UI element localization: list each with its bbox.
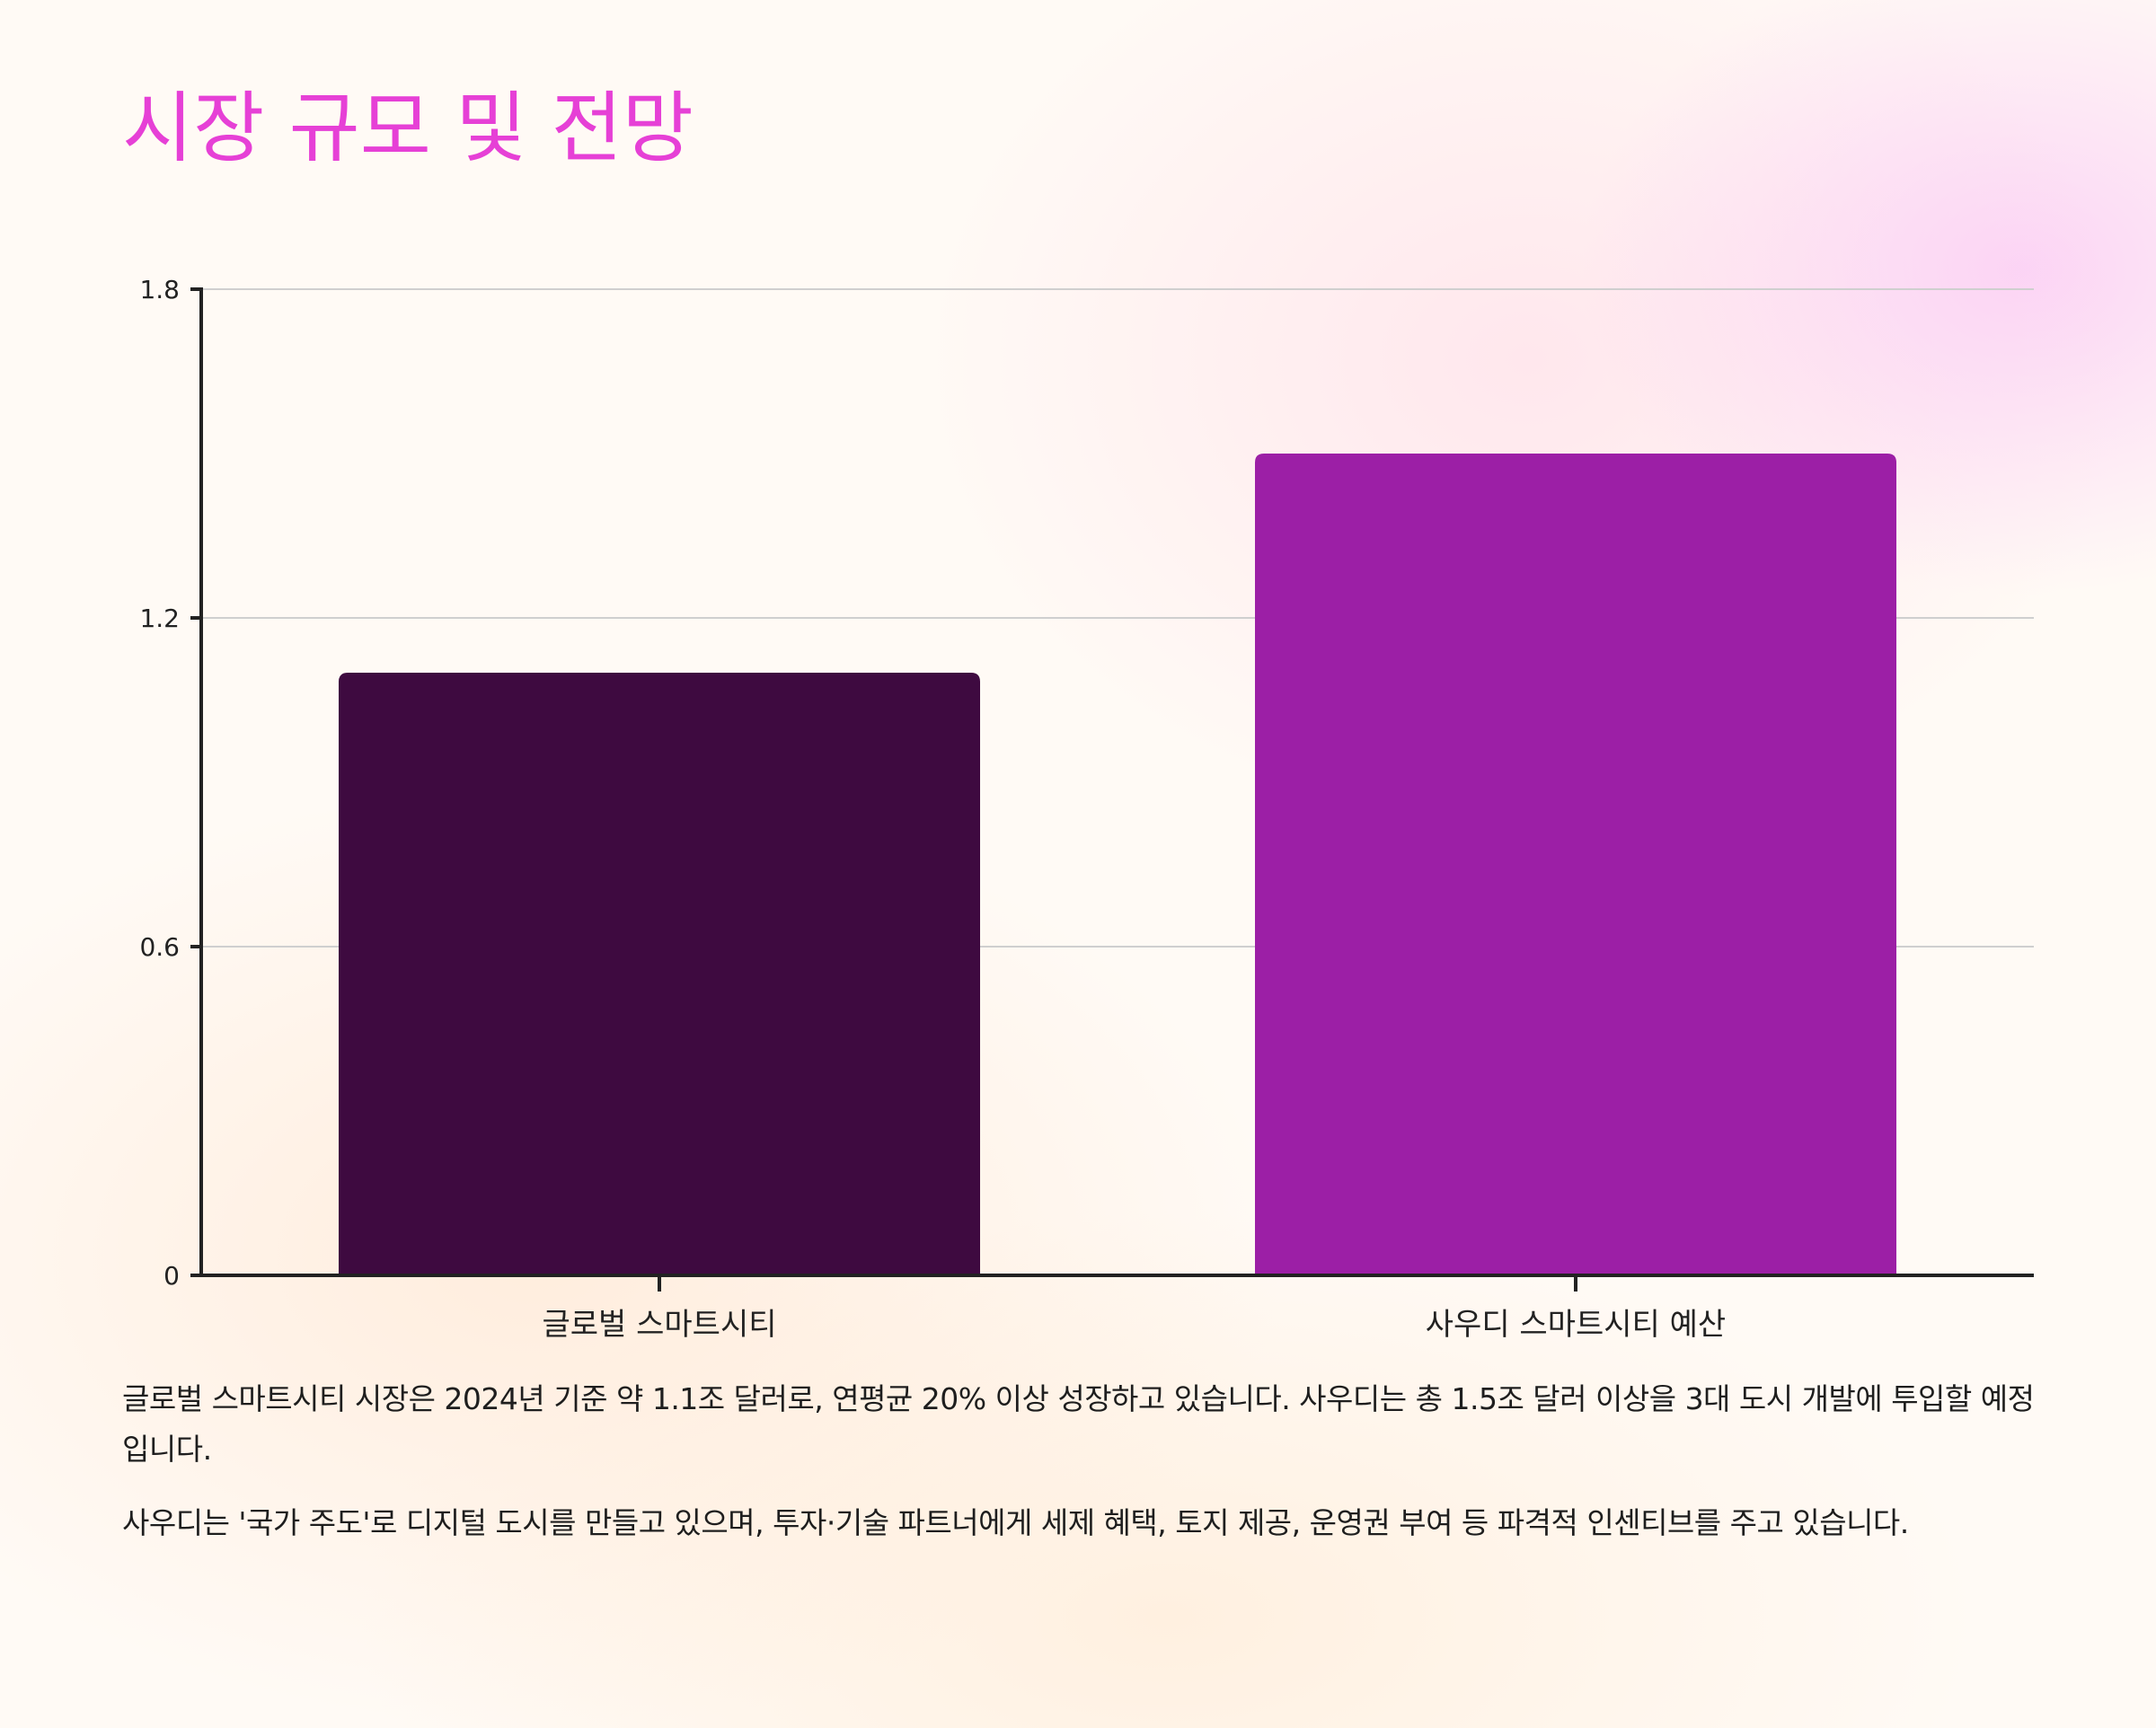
y-tick-label-3: 1.8 (139, 275, 180, 304)
x-tick-label-2: 사우디 스마트시티 예산 (1426, 1307, 1726, 1343)
axes (190, 287, 2034, 1292)
y-tick-label-2: 1.2 (139, 604, 180, 633)
description: 글로벌 스마트시티 시장은 2024년 기준 약 1.1조 달러로, 연평균 2… (122, 1374, 2036, 1572)
y-tick-label-0: 0 (163, 1261, 180, 1291)
y-tick-label-1: 0.6 (139, 932, 180, 962)
bar-1 (339, 673, 980, 1275)
page-title: 시장 규모 및 전망 (122, 84, 694, 173)
bar-chart: 0 0.6 1.2 1.8 글로벌 스마트시티 사우디 스마트시티 예산 (139, 275, 2034, 1343)
axis-labels: 0 0.6 1.2 1.8 글로벌 스마트시티 사우디 스마트시티 예산 (139, 275, 1726, 1343)
bar-2 (1255, 454, 1896, 1275)
bars (339, 454, 1896, 1275)
description-paragraph-2: 사우디는 '국가 주도'로 디지털 도시를 만들고 있으며, 투자·기술 파트너… (122, 1505, 1909, 1540)
description-paragraph-1: 글로벌 스마트시티 시장은 2024년 기준 약 1.1조 달러로, 연평균 2… (122, 1381, 2035, 1467)
x-tick-label-1: 글로벌 스마트시티 (542, 1307, 776, 1343)
chart-svg: 0 0.6 1.2 1.8 글로벌 스마트시티 사우디 스마트시티 예산 (139, 275, 2034, 1343)
